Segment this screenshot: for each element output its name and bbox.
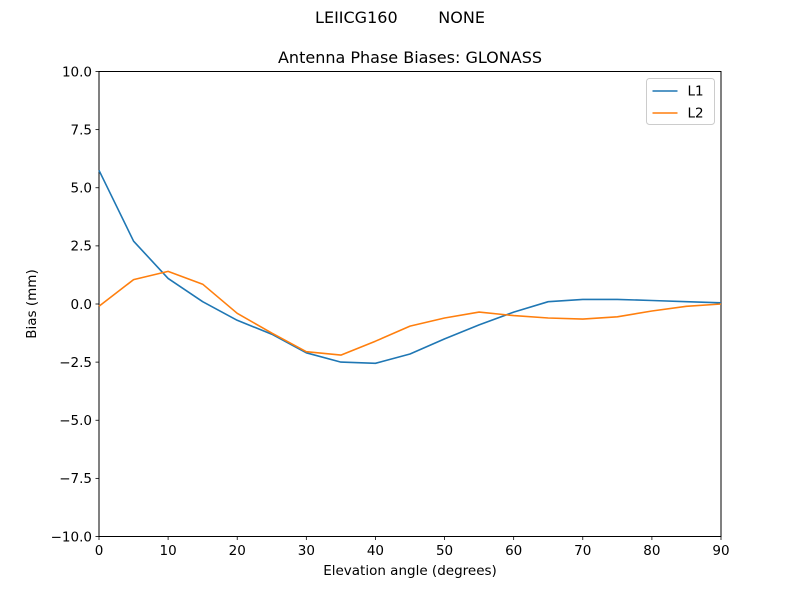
x-tick-label: 60 bbox=[505, 543, 522, 559]
line-l2 bbox=[98, 270, 722, 356]
x-tick-label: 0 bbox=[95, 543, 104, 559]
x-tick-label: 50 bbox=[436, 543, 453, 559]
chart-title: Antenna Phase Biases: GLONASS bbox=[278, 48, 542, 67]
legend-label-l2: L2 bbox=[688, 106, 704, 122]
x-tick-label: 90 bbox=[712, 543, 729, 559]
x-axis-label: Elevation angle (degrees) bbox=[323, 563, 497, 579]
x-tick-label: 20 bbox=[229, 543, 246, 559]
y-tick-label: 0.0 bbox=[71, 297, 92, 313]
x-tick-label: 40 bbox=[367, 543, 384, 559]
y-axis: −10.0 −7.5 −5.0 −2.5 0.0 2.5 5.0 7.5 10.0 bbox=[51, 64, 99, 545]
x-tick-label: 70 bbox=[574, 543, 591, 559]
line-l1 bbox=[98, 169, 722, 365]
legend: L1 L2 bbox=[646, 78, 715, 125]
y-tick-label: 10.0 bbox=[62, 64, 92, 80]
x-axis: 0 10 20 30 40 50 60 70 80 90 bbox=[95, 536, 730, 559]
legend-label-l1: L1 bbox=[688, 84, 704, 100]
y-tick-label: 7.5 bbox=[71, 122, 92, 138]
y-tick-label: 5.0 bbox=[71, 181, 92, 197]
x-tick-label: 30 bbox=[298, 543, 315, 559]
y-tick-label: −2.5 bbox=[59, 355, 92, 371]
y-tick-label: −5.0 bbox=[59, 413, 92, 429]
x-tick-label: 80 bbox=[643, 543, 660, 559]
y-tick-label: −7.5 bbox=[59, 471, 92, 487]
plot-lines bbox=[98, 169, 722, 365]
x-tick-label: 10 bbox=[160, 543, 177, 559]
y-tick-label: −10.0 bbox=[51, 529, 92, 545]
figure-suptitle: LEIICG160 NONE bbox=[315, 8, 485, 27]
plot-area bbox=[98, 71, 722, 537]
legend-frame bbox=[646, 78, 715, 125]
y-axis-label: Bias (mm) bbox=[24, 269, 40, 338]
y-tick-label: 2.5 bbox=[71, 239, 92, 255]
